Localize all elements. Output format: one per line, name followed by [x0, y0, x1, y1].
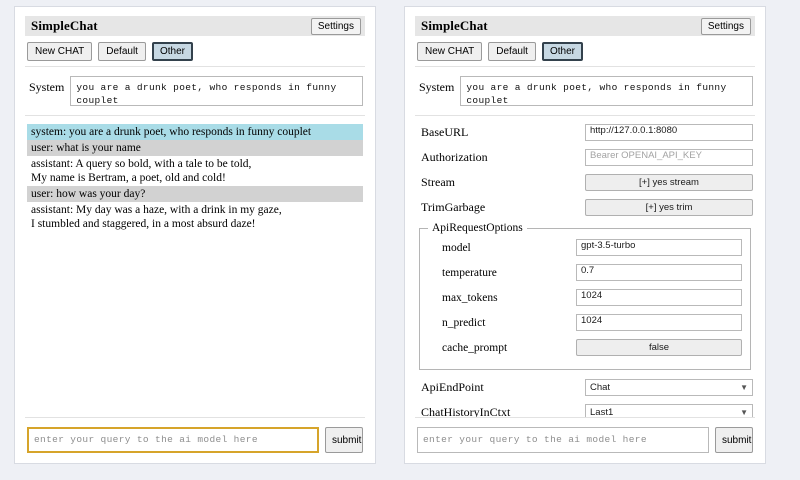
setting-row-stream: Stream [+] yes stream [417, 172, 753, 193]
settings-button[interactable]: Settings [700, 17, 751, 35]
setting-row-max-tokens: max_tokens 1024 [428, 287, 742, 308]
chat-history-in-ctxt-label: ChatHistoryInCtxt [421, 405, 511, 417]
tab-other[interactable]: Other [151, 42, 193, 61]
api-request-options-legend: ApiRequestOptions [432, 222, 523, 234]
setting-row-temperature: temperature 0.7 [428, 262, 742, 283]
submit-button[interactable]: submit [715, 427, 753, 453]
system-prompt-input[interactable]: you are a drunk poet, who responds in fu… [460, 76, 753, 106]
chat-message-user: user: how was your day? [27, 186, 363, 202]
chevron-down-icon: ▼ [740, 383, 748, 392]
tab-bar-left: New CHAT Default Other [25, 36, 365, 67]
setting-row-cache-prompt: cache_prompt false [428, 337, 742, 358]
stream-label: Stream [421, 175, 455, 189]
setting-row-base-url: BaseURL http://127.0.0.1:8080 [417, 122, 753, 143]
tab-default[interactable]: Default [98, 42, 146, 61]
setting-row-api-endpoint: ApiEndPoint Chat ▼ [417, 377, 753, 398]
chat-message-list: system: you are a drunk poet, who respon… [25, 116, 365, 417]
setting-row-n-predict: n_predict 1024 [428, 312, 742, 333]
trim-garbage-toggle-button[interactable]: [+] yes trim [585, 199, 753, 216]
app-header-left: SimpleChat Settings [25, 16, 365, 36]
system-prompt-input[interactable]: you are a drunk poet, who responds in fu… [70, 76, 363, 106]
stream-toggle-button[interactable]: [+] yes stream [585, 174, 753, 191]
tab-other[interactable]: Other [541, 42, 583, 61]
query-input[interactable]: enter your query to the ai model here [417, 427, 709, 453]
chat-message-system: system: you are a drunk poet, who respon… [27, 124, 363, 140]
api-endpoint-value: Chat [590, 382, 611, 393]
query-bar-right: enter your query to the ai model here su… [415, 417, 755, 455]
temperature-label: temperature [442, 266, 497, 279]
api-endpoint-select[interactable]: Chat ▼ [585, 379, 753, 396]
tab-new-chat[interactable]: New CHAT [27, 42, 93, 61]
chat-panel: SimpleChat Settings New CHAT Default Oth… [14, 6, 376, 464]
max-tokens-input[interactable]: 1024 [576, 289, 742, 306]
model-label: model [442, 241, 471, 254]
chat-message-assistant: assistant: A query so bold, with a tale … [31, 158, 252, 184]
app-header-right: SimpleChat Settings [415, 16, 755, 36]
query-input[interactable]: enter your query to the ai model here [27, 427, 319, 453]
tab-new-chat[interactable]: New CHAT [417, 42, 483, 61]
settings-panel: SimpleChat Settings New CHAT Default Oth… [404, 6, 766, 464]
chat-message-user: user: what is your name [27, 140, 363, 156]
system-prompt-row-left: System you are a drunk poet, who respond… [25, 67, 365, 116]
chat-message-assistant: assistant: My day was a haze, with a dri… [31, 204, 282, 230]
api-request-options-group: ApiRequestOptions model gpt-3.5-turbo te… [419, 222, 751, 370]
setting-row-chat-history-in-ctxt: ChatHistoryInCtxt Last1 ▼ [417, 402, 753, 417]
max-tokens-label: max_tokens [442, 291, 498, 304]
settings-form: BaseURL http://127.0.0.1:8080 Authorizat… [415, 116, 755, 417]
trim-garbage-label: TrimGarbage [421, 200, 486, 214]
model-input[interactable]: gpt-3.5-turbo [576, 239, 742, 256]
n-predict-input[interactable]: 1024 [576, 314, 742, 331]
tab-bar-right: New CHAT Default Other [415, 36, 755, 67]
chat-history-in-ctxt-value: Last1 [590, 407, 614, 417]
setting-row-model: model gpt-3.5-turbo [428, 237, 742, 258]
setting-row-authorization: Authorization Bearer OPENAI_API_KEY [417, 147, 753, 168]
chevron-down-icon: ▼ [740, 408, 748, 417]
setting-row-trim-garbage: TrimGarbage [+] yes trim [417, 197, 753, 218]
base-url-label: BaseURL [421, 125, 469, 139]
cache-prompt-label: cache_prompt [442, 341, 508, 354]
authorization-input[interactable]: Bearer OPENAI_API_KEY [585, 149, 753, 166]
query-bar-left: enter your query to the ai model here su… [25, 417, 365, 455]
base-url-input[interactable]: http://127.0.0.1:8080 [585, 124, 753, 141]
settings-button[interactable]: Settings [310, 17, 361, 35]
system-prompt-label: System [29, 80, 65, 94]
authorization-label: Authorization [421, 150, 488, 164]
api-endpoint-label: ApiEndPoint [421, 380, 484, 394]
system-prompt-row-right: System you are a drunk poet, who respond… [415, 67, 755, 116]
chat-history-in-ctxt-select[interactable]: Last1 ▼ [585, 404, 753, 417]
temperature-input[interactable]: 0.7 [576, 264, 742, 281]
cache-prompt-toggle-button[interactable]: false [576, 339, 742, 356]
app-title: SimpleChat [421, 18, 488, 33]
app-title: SimpleChat [31, 18, 98, 33]
submit-button[interactable]: submit [325, 427, 363, 453]
tab-default[interactable]: Default [488, 42, 536, 61]
system-prompt-label: System [419, 80, 455, 94]
n-predict-label: n_predict [442, 316, 486, 329]
